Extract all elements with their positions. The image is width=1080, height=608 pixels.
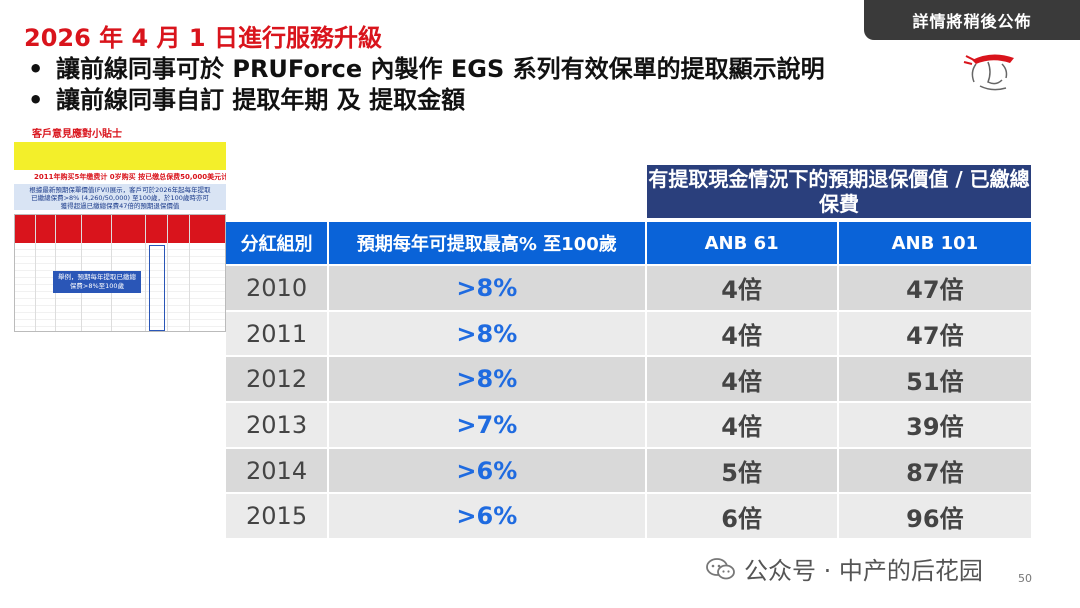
slide-title: 2026 年 4 月 1 日進行服務升級 bbox=[24, 24, 382, 52]
cell-year: 2011 bbox=[226, 309, 330, 356]
cell-anb101: 39倍 bbox=[838, 401, 1031, 447]
thumbnail-blue-box: 根據最新預期保單價值(FVI)展示，客戶可於2026年起每年提取已繳總保費>8%… bbox=[14, 184, 226, 210]
cell-pct: >6% bbox=[329, 492, 647, 539]
bullet-text: 讓前線同事自訂 提取年期 及 提取金額 bbox=[56, 86, 466, 114]
cell-pct: >6% bbox=[329, 446, 647, 493]
thumbnail-callout: 舉例，預期每年提取已繳總保費>8%至100歲 bbox=[53, 271, 141, 293]
cell-pct: >8% bbox=[329, 355, 647, 402]
table-row: 2014 >6% 5倍 87倍 bbox=[226, 446, 1031, 493]
bullet-text: 讓前線同事可於 PRUForce 內製作 EGS 系列有效保單的提取顯示說明 bbox=[56, 55, 825, 83]
watermark-text: 公众号 · 中产的后花园 bbox=[744, 557, 983, 585]
table-header-row: 分紅組別 預期每年可提取最高% 至100歲 ANB 61 ANB 101 bbox=[226, 222, 1031, 264]
cell-year: 2013 bbox=[226, 401, 330, 447]
cell-year: 2010 bbox=[226, 264, 330, 310]
cell-anb61: 4倍 bbox=[646, 401, 839, 447]
cell-anb61: 5倍 bbox=[646, 446, 839, 493]
bullet-item: • 讓前線同事自訂 提取年期 及 提取金額 bbox=[28, 86, 466, 114]
cell-anb61: 6倍 bbox=[646, 492, 839, 539]
cell-anb61: 4倍 bbox=[646, 309, 839, 356]
thumbnail-table-header bbox=[15, 215, 225, 243]
column-header: ANB 101 bbox=[838, 222, 1031, 264]
cell-year: 2015 bbox=[226, 492, 330, 539]
column-header: 分紅組別 bbox=[226, 222, 330, 264]
thumbnail-note bbox=[14, 142, 226, 170]
bullet-item: • 讓前線同事可於 PRUForce 內製作 EGS 系列有效保單的提取顯示說明 bbox=[28, 55, 825, 83]
table-row: 2013 >7% 4倍 39倍 bbox=[226, 401, 1031, 447]
thumbnail-highlight-box bbox=[149, 245, 165, 331]
example-thumbnail: 客戶意見應對小貼士 2011年购买5年缴费计 0岁购买 按已缴总保费50,000… bbox=[14, 128, 226, 338]
group-header: 有提取現金情況下的預期退保價值 / 已繳總保費 bbox=[647, 165, 1031, 218]
table-row: 2010 >8% 4倍 47倍 bbox=[226, 264, 1031, 310]
cell-pct: >8% bbox=[329, 309, 647, 356]
cell-anb61: 4倍 bbox=[646, 264, 839, 310]
column-header: 預期每年可提取最高% 至100歲 bbox=[329, 222, 647, 264]
table-row: 2011 >8% 4倍 47倍 bbox=[226, 309, 1031, 356]
wechat-icon bbox=[706, 557, 735, 579]
table-row: 2015 >6% 6倍 96倍 bbox=[226, 492, 1031, 539]
notice-badge: 詳情將稍後公佈 bbox=[864, 0, 1080, 40]
thumbnail-red-line: 2011年购买5年缴费计 0岁购买 按已缴总保费50,000美元计算，今年起预期… bbox=[34, 173, 226, 181]
thumbnail-table: 舉例，預期每年提取已繳總保費>8%至100歲 bbox=[14, 214, 226, 332]
cell-anb101: 47倍 bbox=[838, 264, 1031, 310]
cell-anb101: 87倍 bbox=[838, 446, 1031, 493]
cell-year: 2012 bbox=[226, 355, 330, 402]
table-row: 2012 >8% 4倍 51倍 bbox=[226, 355, 1031, 402]
dividend-table: 分紅組別 預期每年可提取最高% 至100歲 ANB 61 ANB 101 201… bbox=[226, 222, 1031, 539]
cell-pct: >7% bbox=[329, 401, 647, 447]
thumbnail-heading: 客戶意見應對小貼士 bbox=[32, 129, 122, 140]
cell-anb101: 51倍 bbox=[838, 355, 1031, 402]
cell-anb61: 4倍 bbox=[646, 355, 839, 402]
cell-pct: >8% bbox=[329, 264, 647, 310]
cell-anb101: 47倍 bbox=[838, 309, 1031, 356]
column-header: ANB 61 bbox=[646, 222, 839, 264]
cell-anb101: 96倍 bbox=[838, 492, 1031, 539]
bullet-list: • 讓前線同事可於 PRUForce 內製作 EGS 系列有效保單的提取顯示說明 … bbox=[28, 54, 825, 116]
page-number: 50 bbox=[1018, 572, 1032, 585]
prudential-logo-icon bbox=[963, 54, 1014, 91]
cell-year: 2014 bbox=[226, 446, 330, 493]
watermark: 公众号 · 中产的后花园 bbox=[706, 551, 983, 586]
